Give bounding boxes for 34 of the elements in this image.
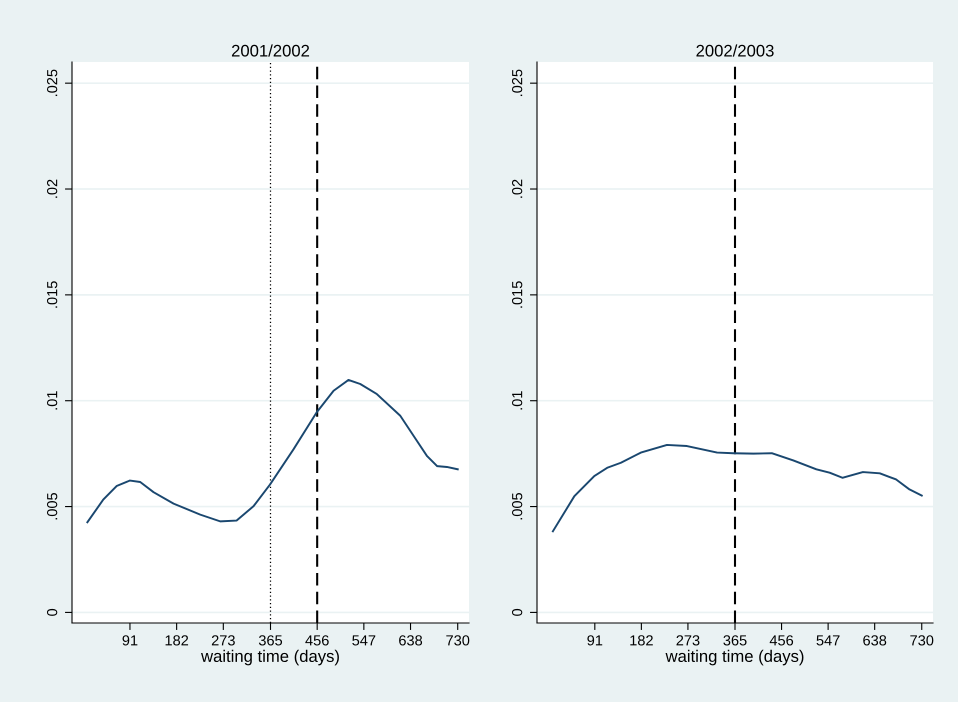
x-tick-label: 456: [305, 635, 329, 646]
chart-title: 2002/2003: [696, 44, 774, 57]
y-tick-label: .02: [512, 180, 522, 198]
x-tick-label: 182: [630, 635, 653, 646]
y-tick-label: .025: [46, 70, 58, 96]
line-series: [552, 444, 923, 532]
x-tick-label: 365: [723, 635, 747, 646]
y-tick-label: .02: [46, 180, 58, 198]
x-tick-label: 273: [676, 635, 700, 646]
y-tick-label: .005: [46, 492, 58, 520]
x-axis-title: waiting time (days): [666, 650, 804, 666]
x-tick-label: 638: [863, 635, 886, 646]
x-tick-label: 730: [446, 635, 470, 646]
y-tick-label: 0: [512, 608, 522, 616]
x-tick-label: 547: [816, 635, 840, 646]
x-tick-label: 182: [166, 635, 188, 646]
y-tick-label: .01: [46, 391, 58, 410]
y-tick-label: .01: [512, 391, 522, 410]
x-tick-label: 91: [587, 635, 602, 646]
y-tick-label: .015: [512, 281, 522, 308]
y-tick-label: .015: [46, 281, 58, 308]
x-tick-label: 638: [399, 635, 422, 646]
x-tick-label: 91: [122, 635, 138, 646]
y-tick-label: .005: [512, 492, 522, 520]
x-tick-label: 456: [770, 635, 794, 646]
x-tick-label: 273: [212, 635, 235, 646]
x-tick-label: 365: [258, 635, 282, 646]
chart-title: 2001/2002: [232, 44, 310, 57]
x-tick-label: 547: [352, 635, 376, 646]
y-tick-label: 0: [46, 608, 58, 616]
x-axis-title: waiting time (days): [201, 650, 339, 666]
y-tick-label: .025: [512, 70, 522, 96]
x-tick-label: 730: [910, 635, 934, 646]
line-series: [86, 378, 459, 524]
